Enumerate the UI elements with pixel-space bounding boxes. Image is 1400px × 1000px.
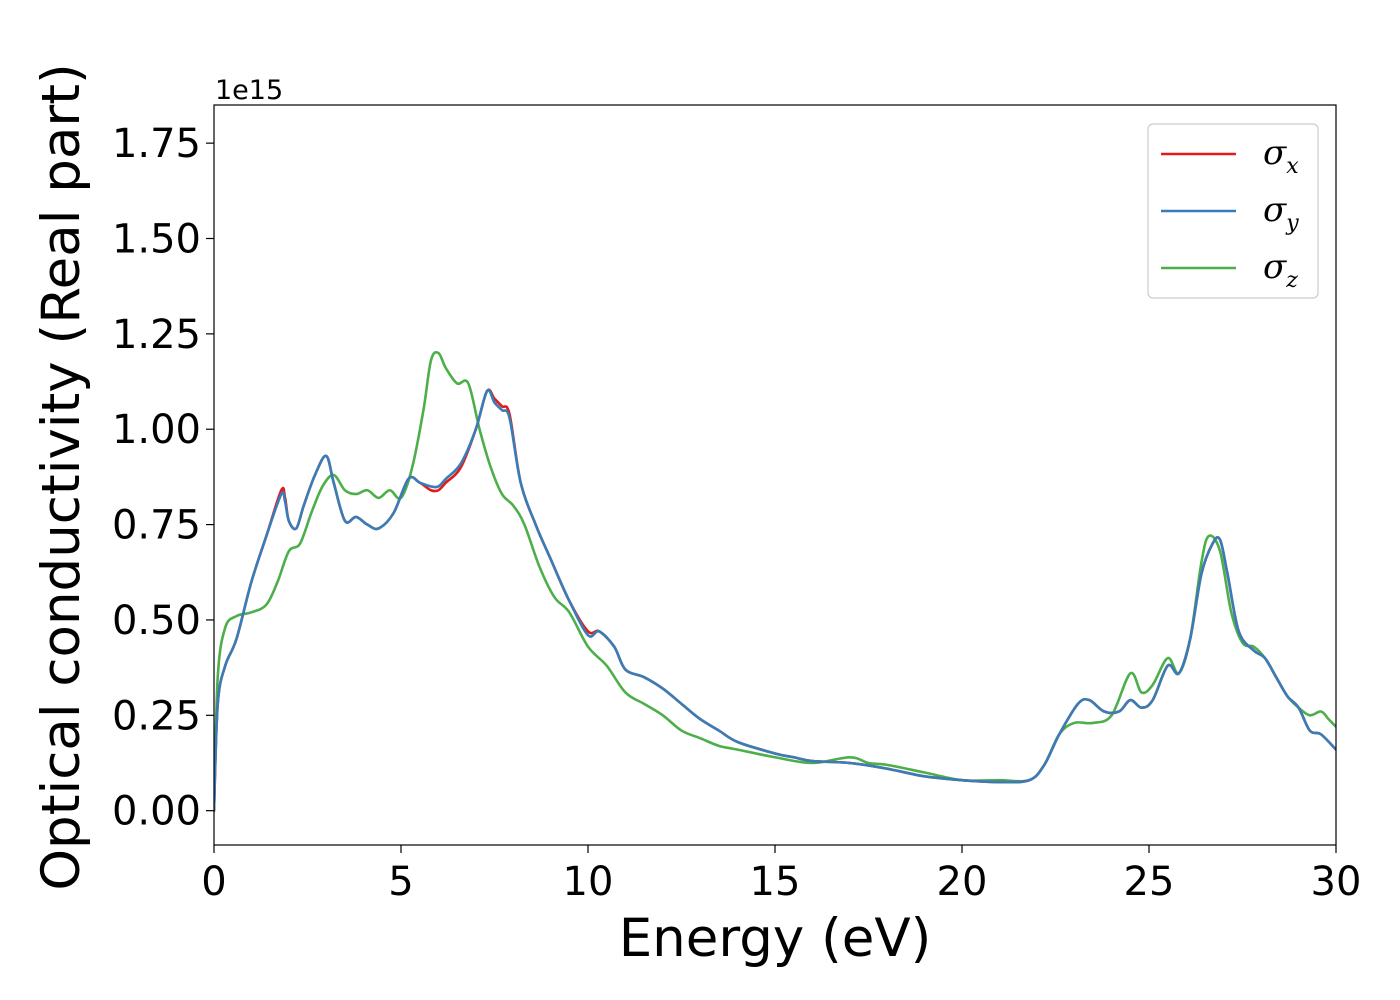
x-tick-label: 20: [937, 859, 988, 905]
legend-label-z: σz: [1263, 247, 1298, 293]
y-tick-label: 0.75: [112, 503, 201, 549]
x-tick-label: 25: [1124, 859, 1175, 905]
x-tick-label: 5: [388, 859, 413, 905]
y-tick-label: 1.00: [112, 407, 201, 453]
series-line-y: [214, 388, 1336, 812]
legend-subscript: x: [1286, 154, 1299, 179]
y-axis: 0.00 0.25 0.50 0.75 1.00 1.25 1.50 1.75: [112, 121, 214, 835]
y-tick-label: 0.50: [112, 598, 201, 644]
y-tick-label: 1.50: [112, 217, 201, 263]
x-tick-label: 15: [750, 859, 801, 905]
legend-subscript: z: [1285, 268, 1298, 293]
x-tick-label: 10: [563, 859, 614, 905]
series-layer: [214, 350, 1336, 812]
y-axis-label: Optical conductivity (Real part): [31, 63, 92, 890]
x-tick-label: 0: [201, 859, 226, 905]
legend-subscript: y: [1285, 211, 1299, 236]
legend-label-y: σy: [1263, 190, 1299, 236]
x-axis: 0 5 10 15 20 25 30: [201, 845, 1361, 905]
legend-symbol: σ: [1263, 247, 1287, 287]
y-tick-label: 1.25: [112, 312, 201, 358]
x-tick-label: 30: [1311, 859, 1362, 905]
x-axis-label: Energy (eV): [619, 908, 932, 969]
legend-symbol: σ: [1263, 133, 1287, 173]
legend-label-x: σx: [1263, 133, 1299, 179]
series-line-z: [214, 350, 1336, 812]
legend-symbol: σ: [1263, 190, 1287, 230]
y-tick-label: 0.25: [112, 693, 201, 739]
y-offset-label: 1e15: [215, 75, 283, 106]
y-tick-label: 1.75: [112, 121, 201, 167]
y-tick-label: 0.00: [112, 789, 201, 835]
